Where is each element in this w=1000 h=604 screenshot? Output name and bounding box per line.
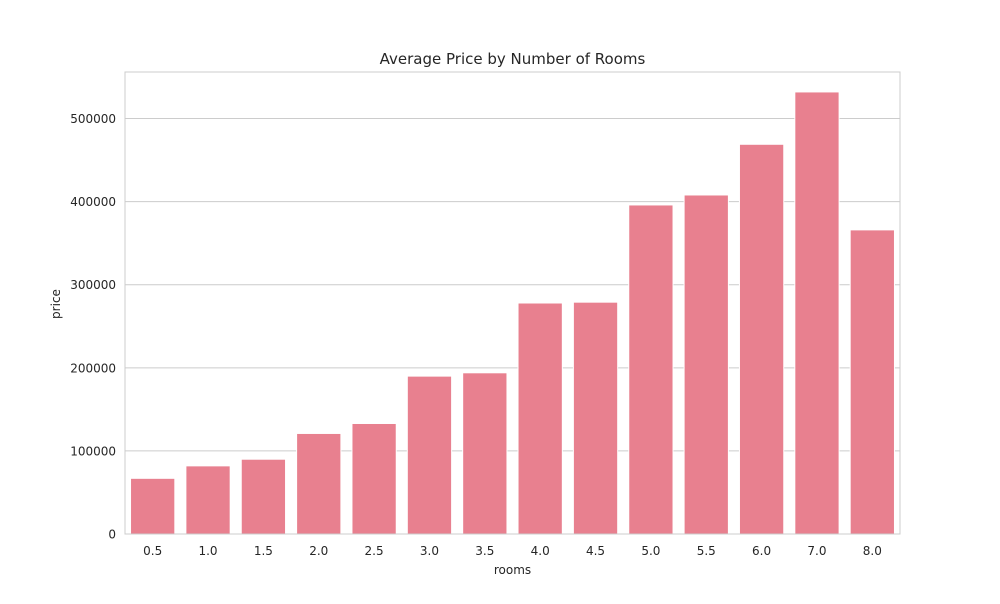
y-tick-label: 500000 (70, 112, 116, 126)
x-tick-label: 0.5 (143, 544, 162, 558)
y-tick-label: 400000 (70, 195, 116, 209)
x-tick-label: 1.5 (254, 544, 273, 558)
bar-rooms-3.5 (462, 372, 508, 535)
bar-rooms-2.0 (296, 432, 342, 535)
x-tick-label: 2.5 (365, 544, 384, 558)
x-tick-label: 3.0 (420, 544, 439, 558)
y-tick-label: 100000 (70, 444, 116, 458)
x-tick-label: 5.0 (641, 544, 660, 558)
bar-rooms-7.0 (794, 91, 840, 535)
bar-rooms-4.0 (517, 302, 563, 535)
bar-rooms-1.5 (240, 458, 287, 535)
y-axis-title: price (49, 289, 63, 319)
plot-frame (124, 71, 901, 535)
x-tick-label: 3.5 (475, 544, 494, 558)
x-axis-ticks: 0.5 1.0 1.5 2.0 2.5 3.0 3.5 4.0 4.5 5.0 5.5 6.0 7.0 8… (143, 544, 882, 558)
bar-rooms-3.0 (406, 375, 453, 535)
bars (130, 91, 895, 535)
chart-title: Average Price by Number of Rooms (380, 50, 646, 68)
x-tick-label: 5.5 (697, 544, 716, 558)
x-tick-label: 2.0 (309, 544, 328, 558)
x-tick-label: 7.0 (807, 544, 826, 558)
bar-rooms-2.5 (351, 422, 397, 535)
y-axis-ticks: 0 100000 200000 300000 400000 500000 (70, 112, 116, 541)
x-tick-label: 8.0 (863, 544, 882, 558)
x-tick-label: 6.0 (752, 544, 771, 558)
bar-rooms-6.0 (738, 143, 785, 535)
bar-rooms-8.0 (849, 229, 895, 535)
y-tick-label: 0 (108, 528, 116, 542)
bar-rooms-4.5 (572, 301, 619, 535)
x-tick-label: 4.0 (531, 544, 550, 558)
bar-rooms-5.5 (683, 194, 729, 535)
bar-rooms-5.0 (628, 204, 674, 535)
bar-rooms-0.5 (130, 477, 176, 535)
x-axis-title: rooms (494, 563, 531, 577)
bar-rooms-1.0 (185, 465, 231, 535)
x-tick-label: 4.5 (586, 544, 605, 558)
x-tick-label: 1.0 (198, 544, 217, 558)
y-tick-label: 300000 (70, 278, 116, 292)
y-tick-label: 200000 (70, 361, 116, 375)
